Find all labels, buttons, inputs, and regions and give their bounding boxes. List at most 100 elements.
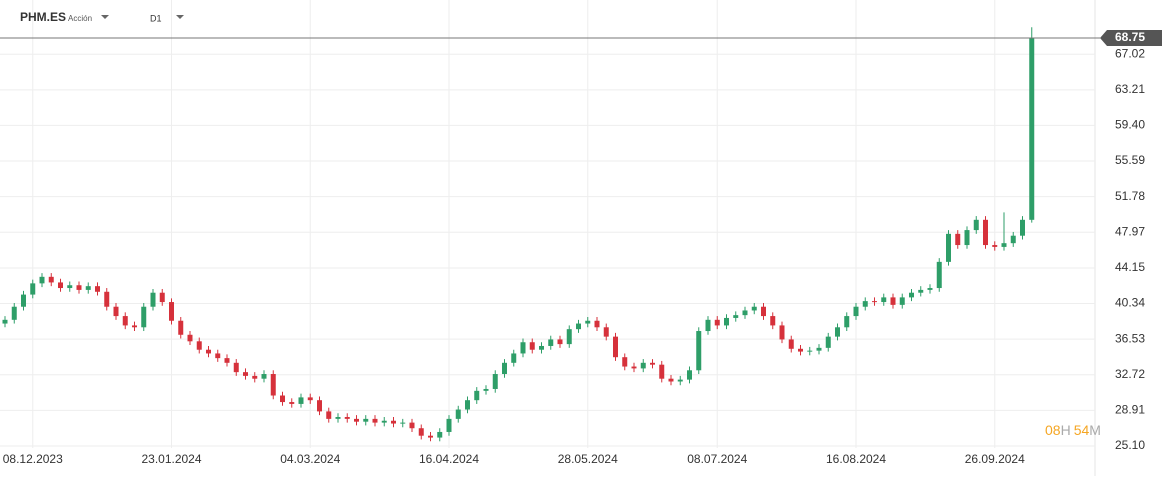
- candle-body: [677, 379, 683, 382]
- y-tick-label: 36.53: [1115, 331, 1145, 345]
- last-price-label: 68.75: [1115, 30, 1145, 44]
- candle-body: [11, 306, 17, 320]
- candle-body: [39, 276, 45, 284]
- candle-body: [918, 289, 924, 293]
- candle-body: [539, 345, 544, 350]
- candle-body: [298, 397, 304, 404]
- timer-hours: 08: [1045, 422, 1061, 438]
- candle-body: [890, 297, 896, 305]
- candle-body: [650, 362, 655, 365]
- candle-body: [372, 418, 378, 423]
- candle-body: [344, 417, 350, 419]
- candle-body: [751, 306, 757, 311]
- candle-body: [613, 336, 618, 358]
- candle-body: [2, 319, 8, 324]
- candle-body: [788, 339, 794, 349]
- candle-body: [206, 349, 211, 354]
- y-tick-label: 51.78: [1115, 189, 1145, 203]
- candle-body: [141, 306, 147, 328]
- candle-body: [132, 325, 137, 328]
- candle-body: [391, 420, 396, 424]
- candle-body: [428, 435, 433, 438]
- candle-body: [196, 341, 202, 350]
- x-tick-label: 23.01.2024: [141, 452, 201, 466]
- candle-body: [1001, 243, 1007, 247]
- candle-body: [502, 362, 507, 375]
- candle-body: [270, 374, 276, 396]
- candle-body: [992, 245, 998, 247]
- candle-body: [899, 297, 905, 305]
- candle-body: [927, 288, 933, 290]
- candle-body: [159, 292, 165, 303]
- candle-body: [1010, 235, 1016, 244]
- candle-body: [872, 301, 877, 303]
- candle-body: [983, 219, 988, 246]
- candle-body: [603, 327, 609, 337]
- candle-body: [622, 357, 628, 367]
- candle-body: [946, 233, 951, 262]
- candle-body: [48, 276, 54, 283]
- candle-body: [705, 319, 711, 332]
- timeframe-dropdown[interactable]: [176, 15, 184, 19]
- symbol[interactable]: PHM.ES: [20, 10, 66, 24]
- candle-body: [326, 411, 332, 419]
- timer-hours-unit: H: [1061, 422, 1071, 438]
- candle-body: [104, 291, 110, 307]
- candle-body: [58, 282, 63, 289]
- candle-body: [733, 315, 739, 318]
- candle-body: [307, 397, 313, 401]
- candle-body: [446, 418, 452, 432]
- candle-body: [631, 366, 637, 369]
- candle-body: [381, 420, 387, 423]
- candle-body: [261, 374, 267, 379]
- candle-body: [548, 339, 554, 346]
- candle-body: [724, 317, 729, 326]
- candle-body: [1020, 219, 1025, 236]
- symbol-dropdown[interactable]: [101, 15, 109, 19]
- candle-body: [224, 358, 230, 363]
- x-tick-label: 08.12.2023: [3, 452, 63, 466]
- candle-body: [437, 431, 443, 438]
- candle-body: [936, 261, 942, 289]
- timer-minutes: 54: [1074, 422, 1090, 438]
- candle-body: [529, 342, 535, 350]
- candle-body: [761, 306, 766, 317]
- x-tick-label: 04.03.2024: [280, 452, 340, 466]
- y-tick-label: 28.91: [1115, 403, 1145, 417]
- timer-minutes-unit: M: [1089, 422, 1101, 438]
- candle-body: [825, 336, 831, 348]
- candle-body: [566, 329, 572, 345]
- candle-body: [30, 283, 36, 295]
- y-tick-label: 44.15: [1115, 260, 1145, 274]
- x-tick-label: 08.07.2024: [687, 452, 747, 466]
- candle-body: [483, 388, 489, 391]
- candle-body: [659, 364, 665, 379]
- candle-body: [150, 292, 156, 307]
- x-tick-label: 26.09.2024: [965, 452, 1025, 466]
- instrument-type: Acción: [68, 14, 92, 23]
- candle-body: [520, 342, 526, 354]
- timeframe[interactable]: D1: [150, 13, 162, 23]
- candle-body: [909, 292, 914, 298]
- candle-body: [335, 417, 341, 419]
- candle-body: [400, 422, 406, 424]
- candle-body: [289, 402, 295, 404]
- candle-body: [465, 400, 470, 410]
- candle-body: [122, 316, 128, 326]
- candle-body: [973, 219, 979, 231]
- candle-body: [409, 422, 415, 429]
- candle-body: [252, 375, 258, 379]
- candle-body: [363, 418, 369, 422]
- candle-body: [280, 395, 285, 403]
- candle-body: [853, 306, 859, 317]
- candle-body: [76, 285, 82, 290]
- candle-body: [418, 428, 424, 436]
- candle-body: [881, 297, 887, 303]
- candle-body: [862, 301, 868, 307]
- x-tick-label: 16.08.2024: [826, 452, 886, 466]
- candle-body: [585, 320, 591, 324]
- candle-body: [742, 310, 748, 316]
- candle-body: [835, 327, 840, 337]
